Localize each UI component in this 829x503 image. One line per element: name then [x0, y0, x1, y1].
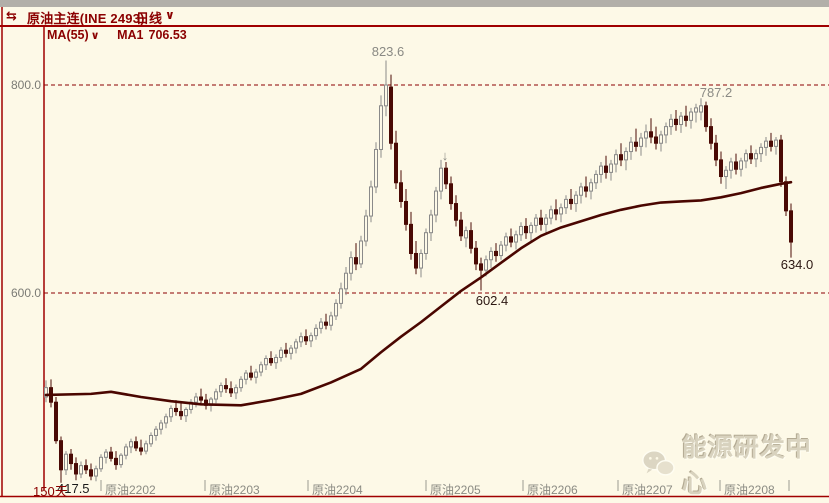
period-selector[interactable]: 日线	[136, 11, 163, 26]
symbol-title[interactable]: 原油主连(INE 2493)	[27, 11, 145, 26]
watermark-text: 能源研发中心	[681, 434, 812, 498]
x-axis-label: 原油2208	[724, 483, 775, 497]
watermark: 能源研发中心	[640, 434, 829, 498]
swing-low-annotation: 602.4	[475, 293, 509, 308]
x-axis-label: 原油2207	[622, 483, 673, 497]
chevron-down-icon[interactable]: ∨	[90, 30, 100, 42]
window-top-strip	[0, 0, 829, 7]
down-arrow-marker: ↓	[441, 148, 449, 163]
wechat-icon	[642, 450, 675, 476]
last-low-annotation: 634.0	[780, 257, 814, 272]
indicator-row: MA(55) ∨ MA1 706.53	[47, 28, 187, 43]
y-axis-tick-label: 600.0	[10, 286, 41, 300]
x-axis-label: 原油2206	[527, 483, 578, 497]
swing-high-annotation: 787.2	[699, 85, 733, 100]
time-window-label: 150天	[33, 484, 68, 499]
y-axis-tick-label: 800.0	[10, 78, 41, 92]
x-axis-label: 原油2205	[430, 483, 481, 497]
header-separator-line	[0, 25, 829, 27]
x-axis-label: 原油2202	[105, 483, 156, 497]
high-annotation: 823.6	[371, 44, 405, 59]
chart-header: ⇆ 原油主连(INE 2493) 日线 ∨	[0, 7, 829, 26]
chart-link-icon[interactable]: ⇆	[6, 8, 17, 23]
chevron-down-icon[interactable]: ∨	[165, 8, 175, 22]
x-axis-label: 原油2204	[312, 483, 363, 497]
axis-min-price-label: 417.5	[57, 481, 90, 496]
ma1-label: MA1	[117, 28, 144, 42]
x-axis-label: 原油2203	[209, 483, 260, 497]
ma1-value: 706.53	[148, 28, 187, 42]
ma-indicator-label[interactable]: MA(55)	[47, 28, 89, 42]
